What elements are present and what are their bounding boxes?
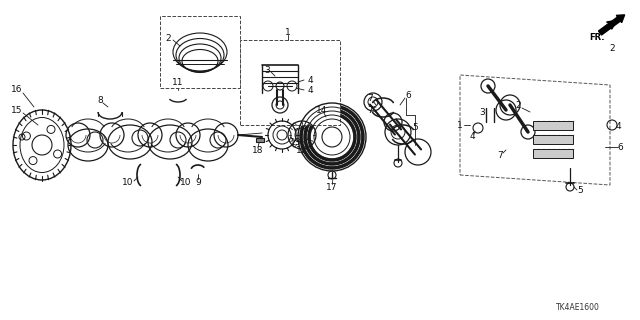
- Text: 10: 10: [122, 178, 134, 187]
- Text: 2: 2: [515, 100, 521, 109]
- Text: 3: 3: [479, 108, 485, 116]
- Text: 3: 3: [264, 66, 270, 75]
- Text: 18: 18: [252, 146, 264, 155]
- Text: 8: 8: [97, 95, 103, 105]
- Text: 2: 2: [609, 44, 615, 52]
- Bar: [160, 16, 240, 88]
- Text: 7: 7: [497, 150, 503, 159]
- FancyArrow shape: [598, 15, 625, 35]
- Text: 1: 1: [285, 28, 291, 36]
- Bar: [256, 138, 264, 142]
- Text: 7: 7: [549, 150, 555, 159]
- Text: 4: 4: [307, 76, 313, 84]
- Text: 15: 15: [12, 106, 23, 115]
- Bar: [533, 135, 573, 144]
- Text: 16: 16: [12, 84, 23, 93]
- Text: 2: 2: [165, 34, 171, 43]
- Text: 6: 6: [617, 142, 623, 151]
- Text: 14: 14: [316, 106, 328, 115]
- Text: 5: 5: [412, 123, 418, 132]
- Text: 13: 13: [291, 138, 301, 147]
- Text: 4: 4: [615, 122, 621, 131]
- Text: 10: 10: [180, 178, 192, 187]
- Text: 12: 12: [296, 146, 308, 155]
- Text: 7: 7: [367, 106, 373, 115]
- Bar: [533, 121, 573, 130]
- Bar: [533, 149, 573, 158]
- Text: TK4AE1600: TK4AE1600: [556, 303, 600, 312]
- Text: 4: 4: [307, 85, 313, 94]
- Text: 5: 5: [577, 186, 583, 195]
- Text: 6: 6: [405, 91, 411, 100]
- Bar: [240, 40, 340, 125]
- Polygon shape: [460, 75, 610, 185]
- Text: 17: 17: [326, 182, 338, 191]
- Text: 9: 9: [195, 178, 201, 187]
- Text: 7: 7: [367, 93, 373, 102]
- Text: 11: 11: [172, 77, 184, 86]
- Text: 1: 1: [457, 121, 463, 130]
- Text: 4: 4: [469, 132, 475, 140]
- Text: FR.: FR.: [589, 33, 605, 42]
